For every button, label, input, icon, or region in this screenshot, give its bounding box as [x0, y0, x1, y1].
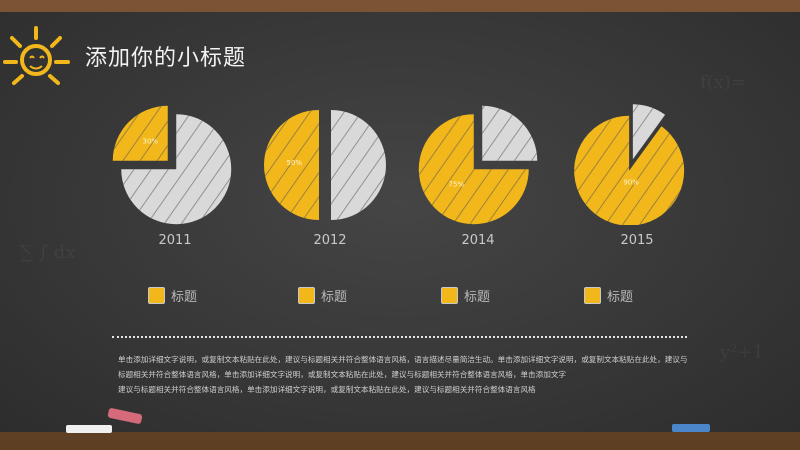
pie-chart-2012: 50% — [264, 110, 386, 220]
legend-label: 标题 — [321, 289, 348, 305]
legend-swatch — [584, 286, 601, 304]
year-label: 2014 — [461, 233, 495, 248]
legend-label: 标题 — [607, 289, 634, 305]
year-label: 2011 — [158, 233, 192, 248]
legend-item: 标题 — [298, 286, 348, 305]
body-line: 单击添加详细文字说明，或复制文本粘贴在此处，建议与标题相关并符合整体语言风格，语… — [118, 355, 688, 364]
legend-item: 标题 — [584, 286, 634, 305]
pie-percent-label: 30% — [143, 137, 159, 145]
year-label: 2015 — [620, 233, 654, 248]
pie-slice-texture — [264, 110, 319, 220]
legend-item: 标题 — [441, 286, 491, 305]
legend-label: 标题 — [464, 289, 491, 305]
legend-item: 标题 — [148, 286, 198, 305]
pie-slice-texture — [482, 105, 538, 161]
pie-slice-texture — [632, 104, 666, 160]
chalkboard: ∑ ∫ dx f(x)= y²+1 — [0, 12, 800, 432]
pie-chart-2014: 75% — [418, 105, 538, 225]
legend-swatch — [148, 286, 165, 304]
sun-icon — [3, 26, 70, 85]
pie-slice-texture — [121, 114, 232, 225]
chalk-scribble: f(x)= — [700, 72, 746, 93]
chalk-stick-blue — [672, 424, 710, 432]
legend-label: 标题 — [171, 289, 198, 305]
pie-percent-label: 50% — [287, 159, 303, 167]
pie-chart-2015: 90% — [574, 104, 685, 225]
legend-swatch — [298, 286, 315, 304]
pie-slice-texture — [418, 114, 529, 225]
legend-swatch — [441, 286, 458, 304]
pie-slice-texture — [574, 115, 685, 225]
body-line: 建议与标题相关并符合整体语言风格，单击添加详细文字说明，或复制文本粘贴在此处，建… — [118, 385, 536, 394]
chalk-scribble: y²+1 — [720, 342, 764, 363]
chalk-stick-white — [66, 425, 112, 433]
body-line: 标题相关并符合整体语言风格，单击添加详细文字说明，或复制文本粘贴在此处，建议与标… — [118, 370, 567, 379]
pie-slice-texture — [112, 105, 168, 161]
body-text: 单击添加详细文字说明，或复制文本粘贴在此处，建议与标题相关并符合整体语言风格，语… — [118, 352, 688, 397]
pie-chart-2011: 30% — [112, 105, 232, 225]
year-label: 2012 — [313, 233, 347, 248]
pie-percent-label: 90% — [623, 179, 639, 187]
pie-percent-label: 75% — [449, 181, 465, 189]
slide-title: 添加你的小标题 — [85, 46, 247, 71]
chalk-scribble: ∑ ∫ dx — [20, 242, 76, 263]
pie-slice-texture — [331, 110, 386, 220]
dotted-divider — [112, 336, 687, 338]
